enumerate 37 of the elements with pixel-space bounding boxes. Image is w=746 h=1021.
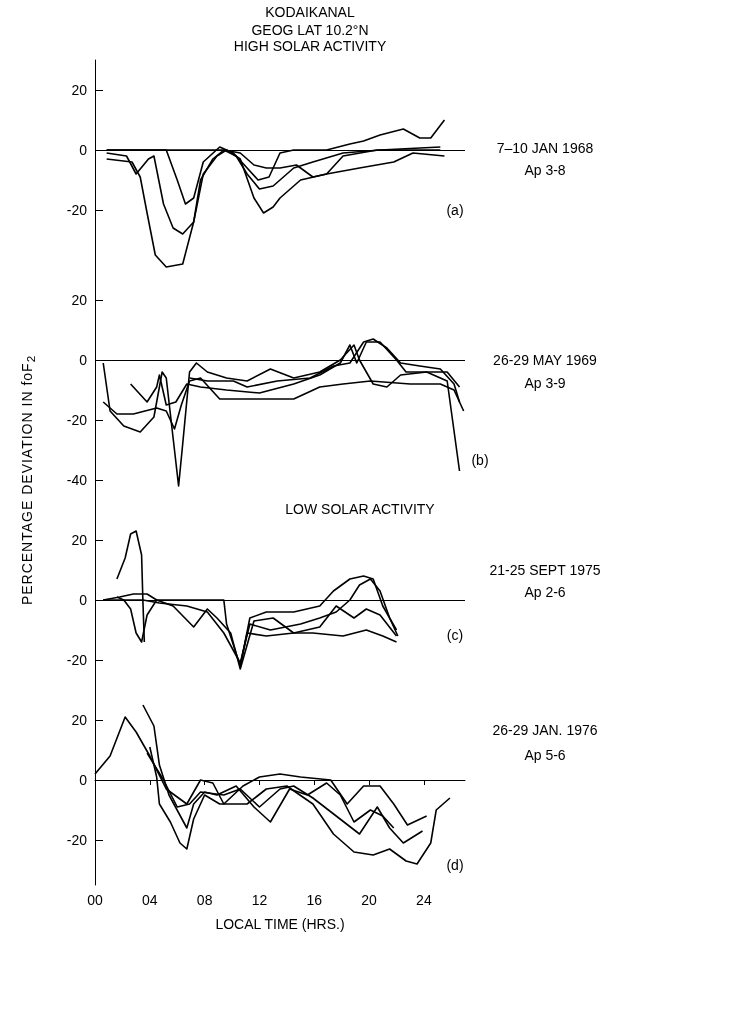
text: GEOG LAT 10.2°N xyxy=(251,22,369,38)
annotation: (a) xyxy=(446,202,464,218)
text: HIGH SOLAR ACTIVITY xyxy=(233,38,387,54)
y-tick-label: 20 xyxy=(71,712,88,728)
chart-title: KODAIKANAL xyxy=(265,4,355,20)
x-tick-label: 16 xyxy=(306,892,323,908)
annotation: (c) xyxy=(446,627,464,643)
x-tick-label: 04 xyxy=(142,892,158,908)
text: 26-29 JAN. 1976 xyxy=(492,722,598,738)
x-axis-title: LOCAL TIME (HRS.) xyxy=(215,916,345,932)
y-tick-label: 20 xyxy=(71,532,88,548)
annotation: LOW SOLAR ACTIVITY xyxy=(285,501,436,517)
x-tick-label: 08 xyxy=(196,892,213,908)
y-tick-label: 0 xyxy=(79,352,88,368)
x-tick-label: 20 xyxy=(361,892,378,908)
y-tick-label: -40 xyxy=(66,472,88,488)
y-tick-label: -20 xyxy=(66,832,88,848)
text: 21-25 SEPT 1975 xyxy=(489,562,601,578)
text: Ap 3-9 xyxy=(524,375,566,391)
y-tick-label: 0 xyxy=(79,772,88,788)
y-tick-label: -20 xyxy=(66,412,88,428)
y-tick-label: 20 xyxy=(71,292,88,308)
text: Ap 2-6 xyxy=(524,584,566,600)
text: Ap 5-6 xyxy=(524,747,566,763)
x-tick-label: 24 xyxy=(416,892,432,908)
y-tick-label: -20 xyxy=(66,202,88,218)
y-tick-label: 0 xyxy=(79,592,88,608)
x-tick-label: 12 xyxy=(251,892,268,908)
text: 7–10 JAN 1968 xyxy=(496,140,594,156)
y-tick-label: -20 xyxy=(66,652,88,668)
text: Ap 3-8 xyxy=(524,162,566,178)
text: 26-29 MAY 1969 xyxy=(493,352,598,368)
y-tick-label: 0 xyxy=(79,142,88,158)
y-tick-label: 20 xyxy=(71,82,88,98)
x-tick-label: 00 xyxy=(87,892,103,908)
text: (b) xyxy=(471,452,489,468)
annotation: (d) xyxy=(446,857,464,873)
